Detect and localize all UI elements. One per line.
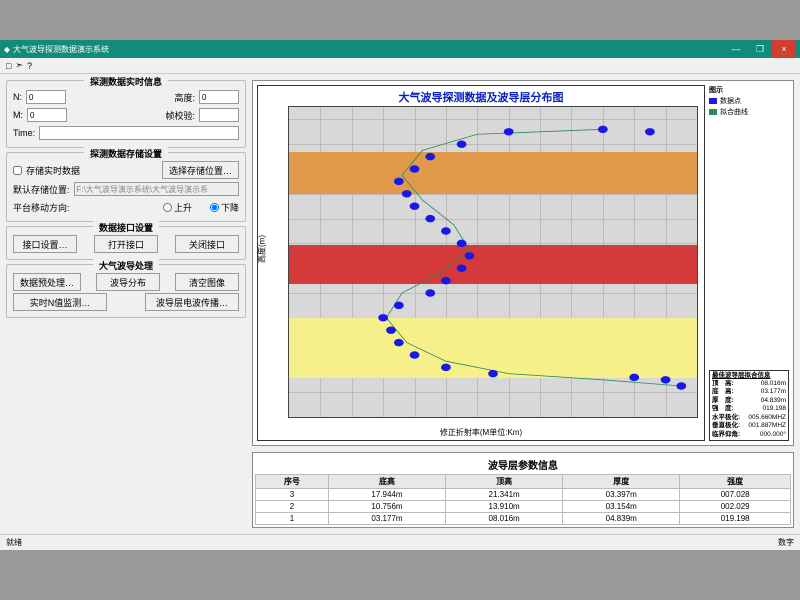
choose-path-button[interactable]: 选择存储位置…	[162, 161, 239, 179]
chart-plot: 2468101214161820222430831031231431631832…	[288, 106, 698, 418]
group-process: 大气波导处理 数据预处理… 波导分布 清空图像 实时N值监测… 波导层电波传播…	[6, 264, 246, 318]
statusbar: 就绪 数字	[0, 534, 800, 550]
preprocess-button[interactable]: 数据预处理…	[13, 273, 81, 291]
table-header: 顶高	[446, 475, 563, 489]
table-header: 底高	[328, 475, 445, 489]
app-icon: ◆	[4, 45, 10, 54]
n-label: N:	[13, 92, 22, 102]
xtick: 320	[503, 417, 515, 418]
info-row: 临界仰角:000.000°	[712, 431, 786, 439]
group-port-title: 数据接口设置	[93, 221, 159, 234]
xtick: 322	[534, 417, 546, 418]
group-realtime-title: 探测数据实时信息	[84, 75, 168, 88]
chart-ylabel: 高度(m)	[257, 235, 268, 263]
radio-down[interactable]: 下降	[210, 201, 239, 214]
chk-input[interactable]	[199, 108, 239, 122]
legend-curve: 拟合曲线	[720, 107, 748, 117]
titlebar: ◆ 大气波导探测数据演示系统 — ❐ ×	[0, 40, 800, 58]
app-window: ◆ 大气波导探测数据演示系统 — ❐ × □ ➣ ? 探测数据实时信息 N: 高…	[0, 40, 800, 550]
minimize-button[interactable]: —	[724, 40, 748, 58]
time-input[interactable]	[39, 126, 239, 140]
xtick: 312	[377, 417, 389, 418]
xtick: 310	[346, 417, 358, 418]
legend-swatch-curve	[709, 109, 717, 115]
height-label: 高度:	[174, 91, 195, 104]
table-row: 317.944m21.341m03.397m007.028	[256, 489, 791, 501]
info-row: 水平极化:005.660MHZ	[712, 414, 786, 422]
port-config-button[interactable]: 接口设置…	[13, 235, 77, 253]
table-panel: 波导层参数信息 序号底高顶高厚度强度 317.944m21.341m03.397…	[252, 452, 794, 528]
radio-up[interactable]: 上升	[163, 201, 192, 214]
table-row: 103.177m08.016m04.839m019.198	[256, 513, 791, 525]
path-label: 默认存储位置:	[13, 183, 70, 196]
group-process-title: 大气波导处理	[93, 259, 159, 272]
store-label: 存储实时数据	[26, 164, 80, 177]
port-close-button[interactable]: 关闭接口	[175, 235, 239, 253]
tool-icon-2[interactable]: ➣	[15, 60, 23, 71]
table-header: 序号	[256, 475, 329, 489]
legend-swatch-points	[709, 98, 717, 104]
info-box: 最佳波导层拟合信息 顶 高:08.016m底 高:03.177m厚 度:04.8…	[709, 370, 789, 442]
chart-area: 大气波导探测数据及波导层分布图 高度(m) 246810121416182022…	[257, 85, 705, 441]
height-input[interactable]	[199, 90, 239, 104]
dist-button[interactable]: 波导分布	[96, 273, 160, 291]
client-area: 探测数据实时信息 N: 高度: M: 帧校验:	[0, 74, 800, 534]
group-port: 数据接口设置 接口设置… 打开接口 关闭接口	[6, 226, 246, 260]
xtick: 316	[440, 417, 452, 418]
table-header: 厚度	[563, 475, 680, 489]
clear-button[interactable]: 清空图像	[175, 273, 239, 291]
store-checkbox[interactable]	[13, 166, 22, 175]
info-row: 强 度:019.198	[712, 405, 786, 413]
table-header: 强度	[680, 475, 791, 489]
realn-button[interactable]: 实时N值监测…	[13, 293, 107, 311]
close-button[interactable]: ×	[772, 40, 796, 58]
xtick: 330	[660, 417, 672, 418]
tool-icon-1[interactable]: □	[6, 61, 11, 71]
table-title: 波导层参数信息	[255, 455, 791, 474]
chart-svg	[289, 107, 697, 417]
chk-label: 帧校验:	[165, 109, 195, 122]
chart-title: 大气波导探测数据及波导层分布图	[258, 86, 704, 107]
maximize-button[interactable]: ❐	[748, 40, 772, 58]
table-row: 210.756m13.910m03.154m002.029	[256, 501, 791, 513]
tool-icon-3[interactable]: ?	[27, 61, 32, 71]
chart-legend: 图示 数据点 拟合曲线	[709, 85, 789, 117]
chart-panel: 大气波导探测数据及波导层分布图 高度(m) 246810121416182022…	[252, 80, 794, 446]
info-row: 垂直极化:001.887MHZ	[712, 422, 786, 430]
legend-points: 数据点	[720, 96, 741, 106]
group-realtime: 探测数据实时信息 N: 高度: M: 帧校验:	[6, 80, 246, 148]
m-label: M:	[13, 110, 23, 120]
chart-xlabel: 修正折射率(M单位:Km)	[440, 427, 522, 438]
port-open-button[interactable]: 打开接口	[94, 235, 158, 253]
info-title: 最佳波导层拟合信息	[712, 372, 786, 380]
wave-button[interactable]: 波导层电波传播…	[145, 293, 239, 311]
status-left: 就绪	[6, 537, 22, 548]
time-label: Time:	[13, 128, 35, 138]
window-title: 大气波导探测数据演示系统	[13, 44, 724, 55]
left-panel: 探测数据实时信息 N: 高度: M: 帧校验:	[6, 80, 246, 446]
info-row: 底 高:03.177m	[712, 388, 786, 396]
xtick: 318	[471, 417, 483, 418]
n-input[interactable]	[26, 90, 66, 104]
xtick: 326	[597, 417, 609, 418]
xtick: 324	[566, 417, 578, 418]
m-input[interactable]	[27, 108, 67, 122]
move-label: 平台移动方向:	[13, 201, 70, 214]
toolbar: □ ➣ ?	[0, 58, 800, 74]
data-table: 序号底高顶高厚度强度 317.944m21.341m03.397m007.028…	[255, 474, 791, 525]
status-right: 数字	[778, 537, 794, 548]
info-row: 厚 度:04.839m	[712, 397, 786, 405]
xtick: 328	[628, 417, 640, 418]
legend-title: 图示	[709, 85, 789, 95]
path-input	[74, 182, 239, 196]
xtick: 314	[409, 417, 421, 418]
group-storage: 探测数据存储设置 存储实时数据 选择存储位置… 默认存储位置: 平台移动方向:	[6, 152, 246, 222]
xtick: 308	[315, 417, 327, 418]
group-storage-title: 探测数据存储设置	[84, 147, 168, 160]
